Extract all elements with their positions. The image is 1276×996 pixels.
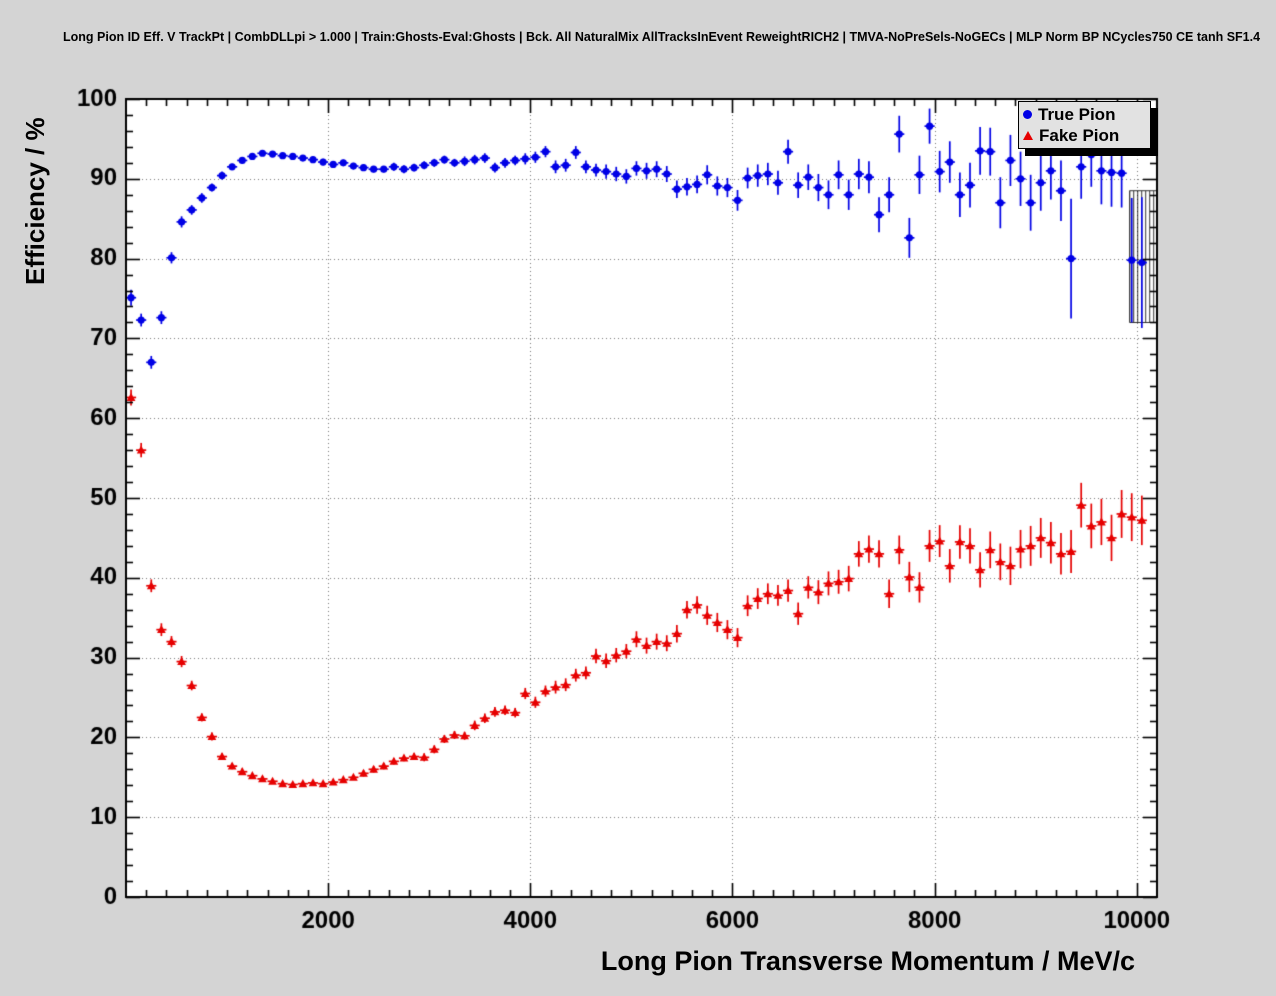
- legend-label-true-pion: True Pion: [1038, 105, 1116, 124]
- x-axis-title: Long Pion Transverse Momentum / MeV/c: [600, 946, 1135, 976]
- y-axis-title: Efficiency / %: [20, 117, 50, 285]
- legend-entry-true-pion: True Pion: [1023, 105, 1146, 125]
- fake-pion-marker-icon: [1023, 131, 1033, 140]
- legend-label-fake-pion: Fake Pion: [1039, 126, 1120, 145]
- true-pion-marker-icon: [1023, 110, 1032, 119]
- legend: True Pion Fake Pion: [1018, 101, 1151, 149]
- legend-entry-fake-pion: Fake Pion: [1023, 126, 1146, 146]
- page-title: Long Pion ID Eff. V TrackPt | CombDLLpi …: [63, 30, 1261, 44]
